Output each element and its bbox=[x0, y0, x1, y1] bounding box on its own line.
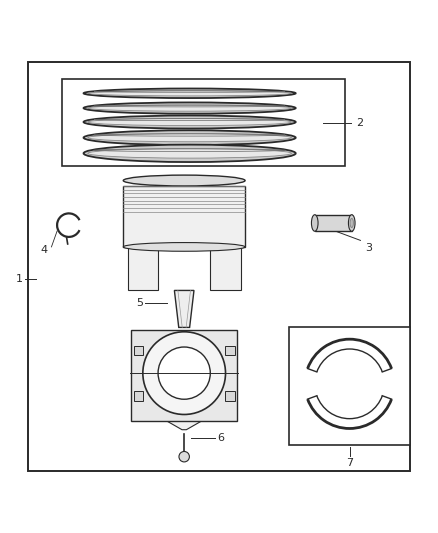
Circle shape bbox=[179, 451, 189, 462]
Ellipse shape bbox=[123, 243, 245, 251]
Bar bbox=[210, 247, 241, 290]
Ellipse shape bbox=[349, 215, 355, 231]
Text: 4: 4 bbox=[40, 245, 47, 255]
Ellipse shape bbox=[84, 130, 296, 145]
Bar bbox=[225, 345, 235, 355]
Bar bbox=[127, 247, 158, 290]
Text: 7: 7 bbox=[346, 458, 353, 468]
Bar bbox=[225, 391, 235, 401]
Ellipse shape bbox=[84, 144, 296, 162]
Bar bbox=[134, 391, 143, 401]
Ellipse shape bbox=[84, 88, 296, 98]
Bar bbox=[123, 186, 245, 247]
Ellipse shape bbox=[84, 102, 296, 114]
Text: 5: 5 bbox=[136, 298, 143, 309]
Circle shape bbox=[143, 332, 226, 415]
Ellipse shape bbox=[88, 134, 291, 142]
Bar bbox=[315, 215, 352, 231]
Text: 2: 2 bbox=[357, 118, 364, 128]
Ellipse shape bbox=[88, 91, 291, 96]
Bar bbox=[134, 345, 143, 355]
Polygon shape bbox=[167, 421, 201, 430]
Text: 1: 1 bbox=[16, 274, 23, 284]
Bar bbox=[28, 62, 410, 471]
Ellipse shape bbox=[350, 219, 353, 228]
Ellipse shape bbox=[84, 116, 296, 128]
Text: 3: 3 bbox=[365, 243, 372, 253]
Ellipse shape bbox=[123, 175, 245, 186]
Ellipse shape bbox=[88, 149, 291, 158]
Ellipse shape bbox=[311, 215, 318, 231]
Bar bbox=[289, 327, 410, 445]
Polygon shape bbox=[174, 290, 194, 327]
Ellipse shape bbox=[88, 118, 291, 126]
Ellipse shape bbox=[88, 105, 291, 111]
Bar bbox=[62, 79, 345, 166]
Bar bbox=[131, 329, 237, 421]
Circle shape bbox=[158, 347, 210, 399]
Text: 6: 6 bbox=[217, 433, 224, 443]
